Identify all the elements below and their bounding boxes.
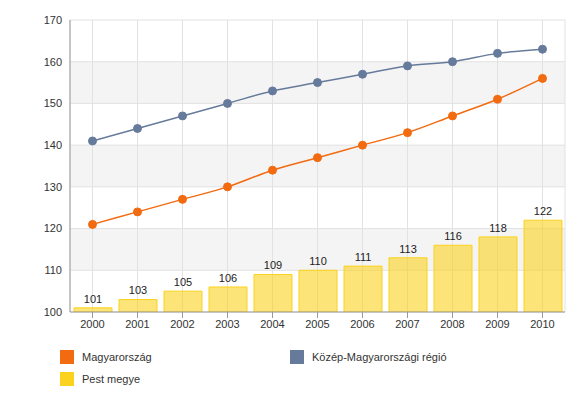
svg-text:111: 111 — [355, 251, 372, 263]
svg-text:150: 150 — [44, 97, 62, 109]
svg-text:116: 116 — [444, 230, 462, 242]
svg-text:118: 118 — [489, 222, 507, 234]
svg-text:2007: 2007 — [395, 318, 419, 330]
svg-text:2010: 2010 — [530, 318, 554, 330]
html-text:Magyarország: Magyarország — [82, 351, 152, 363]
svg-text:101: 101 — [84, 293, 102, 305]
svg-text:110: 110 — [309, 255, 327, 267]
svg-text:103: 103 — [129, 284, 147, 296]
html-text:Pest megye: Pest megye — [82, 373, 141, 385]
svg-text:2009: 2009 — [485, 318, 509, 330]
svg-text:113: 113 — [399, 243, 417, 255]
svg-text:140: 140 — [44, 139, 62, 151]
svg-text:105: 105 — [174, 276, 192, 288]
svg-text:2008: 2008 — [440, 318, 464, 330]
svg-text:2005: 2005 — [305, 318, 329, 330]
html-text:Közép-Magyarországi régió: Közép-Magyarországi régió — [312, 351, 447, 363]
svg-text:122: 122 — [534, 205, 552, 217]
svg-text:106: 106 — [219, 272, 237, 284]
svg-text:110: 110 — [44, 264, 62, 276]
svg-text:2006: 2006 — [350, 318, 374, 330]
svg-text:109: 109 — [264, 259, 282, 271]
svg-text:160: 160 — [44, 56, 62, 68]
svg-text:100: 100 — [44, 306, 62, 318]
svg-text:2004: 2004 — [260, 318, 284, 330]
svg-text:2003: 2003 — [215, 318, 239, 330]
svg-text:2000: 2000 — [80, 318, 104, 330]
svg-text:170: 170 — [44, 14, 62, 26]
svg-text:2002: 2002 — [170, 318, 194, 330]
svg-text:130: 130 — [44, 181, 62, 193]
svg-text:2001: 2001 — [125, 318, 149, 330]
svg-text:120: 120 — [44, 222, 62, 234]
